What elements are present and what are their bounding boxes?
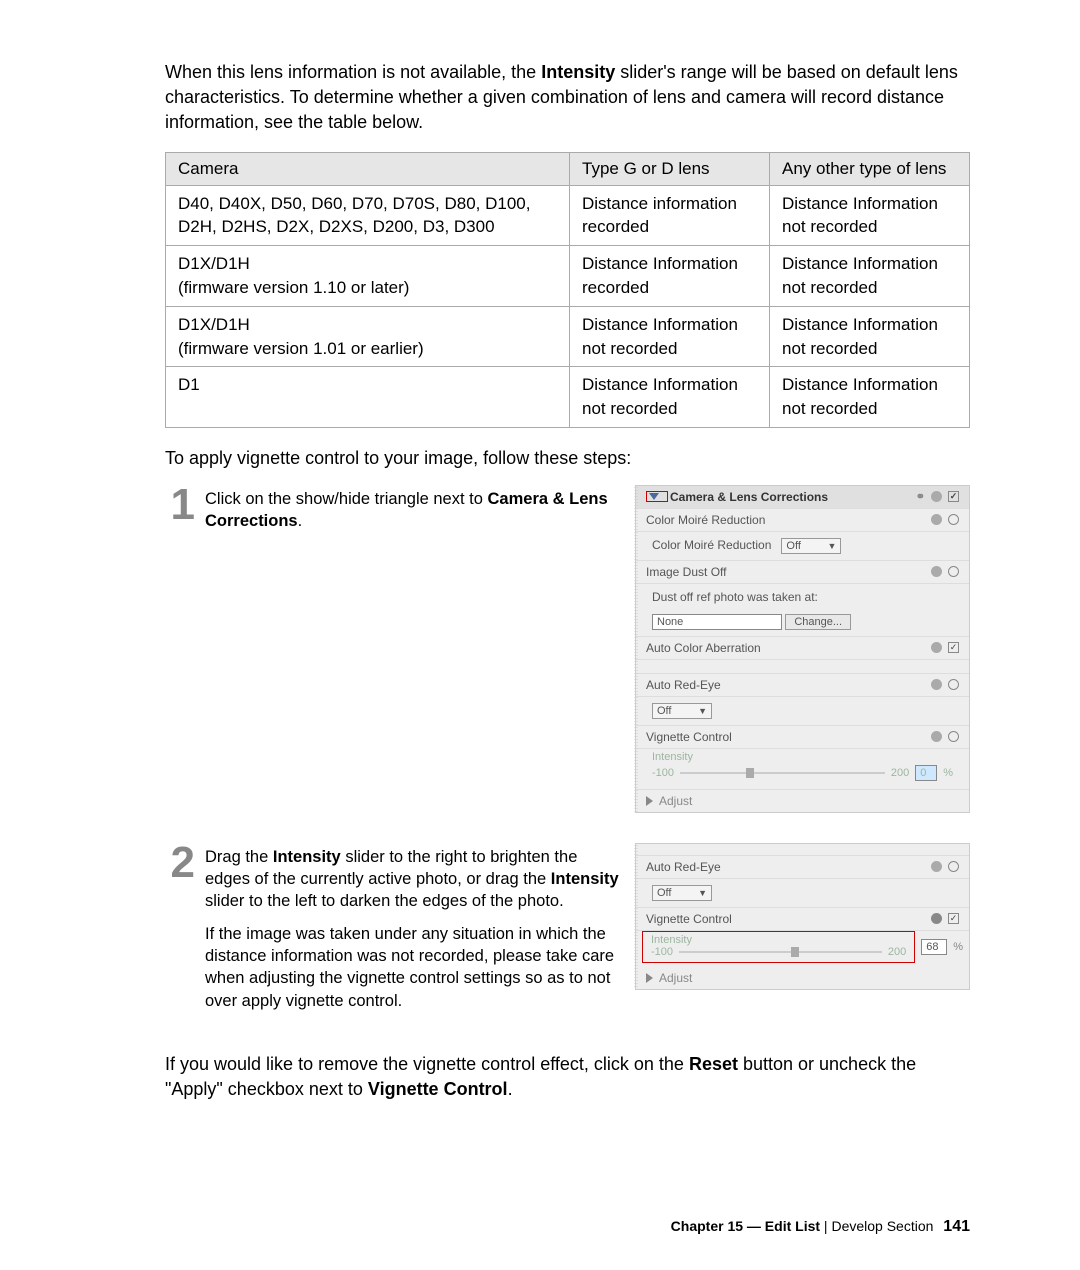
- table-header: Camera: [166, 152, 570, 185]
- radio-icon[interactable]: [948, 679, 959, 690]
- gear-icon[interactable]: [931, 566, 942, 577]
- table-cell: D1: [166, 367, 570, 428]
- step-2: 2 Drag the Intensity slider to the right…: [165, 843, 970, 1022]
- intro-paragraph: When this lens information is not availa…: [165, 60, 970, 136]
- triangle-right-icon: [646, 796, 653, 806]
- corrections-panel-2: Auto Red-Eye Off▼ Vignette Control ✓ Int…: [635, 843, 970, 990]
- gear-icon[interactable]: [931, 679, 942, 690]
- table-row: D1Distance Information not recordedDista…: [166, 367, 970, 428]
- triangle-down-icon: [649, 493, 659, 500]
- section-label: Auto Red-Eye: [646, 860, 721, 874]
- section-label: Auto Color Aberration: [646, 641, 761, 655]
- radio-icon[interactable]: [948, 514, 959, 525]
- dust-off-controls: Dust off ref photo was taken at: None Ch…: [636, 584, 969, 637]
- camera-lens-table: Camera Type G or D lens Any other type o…: [165, 152, 970, 428]
- link-icon[interactable]: ⚭: [916, 490, 925, 503]
- redeye-dropdown[interactable]: Off▼: [652, 885, 712, 901]
- radio-icon[interactable]: [948, 861, 959, 872]
- section-label: Vignette Control: [646, 912, 732, 926]
- closing-paragraph: If you would like to remove the vignette…: [165, 1052, 970, 1102]
- adjust-section[interactable]: Adjust: [636, 967, 969, 989]
- table-cell: Distance Information not recorded: [770, 246, 970, 307]
- intensity-slider[interactable]: [679, 951, 882, 953]
- intensity-label: Intensity: [651, 934, 906, 946]
- table-cell: Distance information recorded: [570, 185, 770, 246]
- gear-icon[interactable]: [931, 642, 942, 653]
- apply-checkbox[interactable]: ✓: [948, 491, 959, 502]
- table-cell: Distance Information not recorded: [770, 306, 970, 367]
- apply-instructions: To apply vignette control to your image,…: [165, 448, 970, 469]
- triangle-right-icon: [646, 973, 653, 983]
- cmr-dropdown[interactable]: Off▼: [781, 538, 841, 554]
- table-header: Any other type of lens: [770, 152, 970, 185]
- apply-checkbox[interactable]: ✓: [948, 913, 959, 924]
- step-1-text: Click on the show/hide triangle next to …: [205, 485, 635, 543]
- table-cell: D40, D40X, D50, D60, D70, D70S, D80, D10…: [166, 185, 570, 246]
- apply-checkbox[interactable]: ✓: [948, 642, 959, 653]
- cmr-controls: Color Moiré Reduction Off▼: [636, 532, 969, 561]
- dust-ref-field[interactable]: None: [652, 614, 782, 630]
- step-1: 1 Click on the show/hide triangle next t…: [165, 485, 970, 813]
- intensity-slider-row: -100 200 0 %: [636, 763, 969, 790]
- section-label: Image Dust Off: [646, 565, 726, 579]
- table-row: D1X/D1H(firmware version 1.01 or earlier…: [166, 306, 970, 367]
- reset-icon[interactable]: [931, 913, 942, 924]
- page-footer: Chapter 15 — Edit List | Develop Section…: [671, 1218, 970, 1236]
- radio-icon[interactable]: [948, 731, 959, 742]
- section-label: Vignette Control: [646, 730, 732, 744]
- intensity-value[interactable]: 0: [915, 765, 937, 781]
- table-cell: Distance Information not recorded: [770, 367, 970, 428]
- corrections-panel-1: Camera & Lens Corrections ⚭ ✓ Color Moir…: [635, 485, 970, 813]
- redeye-dropdown[interactable]: Off▼: [652, 703, 712, 719]
- table-cell: D1X/D1H(firmware version 1.10 or later): [166, 246, 570, 307]
- radio-icon[interactable]: [948, 566, 959, 577]
- table-cell: Distance Information recorded: [570, 246, 770, 307]
- table-row: D40, D40X, D50, D60, D70, D70S, D80, D10…: [166, 185, 970, 246]
- step-number: 2: [165, 843, 205, 883]
- gear-icon[interactable]: [931, 861, 942, 872]
- step-number: 1: [165, 485, 205, 525]
- table-cell: D1X/D1H(firmware version 1.01 or earlier…: [166, 306, 570, 367]
- intensity-label: Intensity: [636, 749, 969, 763]
- change-button[interactable]: Change...: [785, 614, 851, 630]
- step-2-text: Drag the Intensity slider to the right t…: [205, 843, 635, 1022]
- panel-title: Camera & Lens Corrections: [670, 490, 828, 504]
- table-cell: Distance Information not recorded: [570, 306, 770, 367]
- gear-icon[interactable]: [931, 491, 942, 502]
- section-label: Color Moiré Reduction: [646, 513, 765, 527]
- intensity-slider[interactable]: [680, 772, 885, 774]
- section-label: Auto Red-Eye: [646, 678, 721, 692]
- intensity-value[interactable]: 68: [921, 939, 947, 955]
- gear-icon[interactable]: [931, 731, 942, 742]
- show-hide-triangle[interactable]: [646, 491, 668, 502]
- adjust-section[interactable]: Adjust: [636, 790, 969, 812]
- gear-icon[interactable]: [931, 514, 942, 525]
- table-cell: Distance Information not recorded: [770, 185, 970, 246]
- table-cell: Distance Information not recorded: [570, 367, 770, 428]
- table-header: Type G or D lens: [570, 152, 770, 185]
- table-row: D1X/D1H(firmware version 1.10 or later)D…: [166, 246, 970, 307]
